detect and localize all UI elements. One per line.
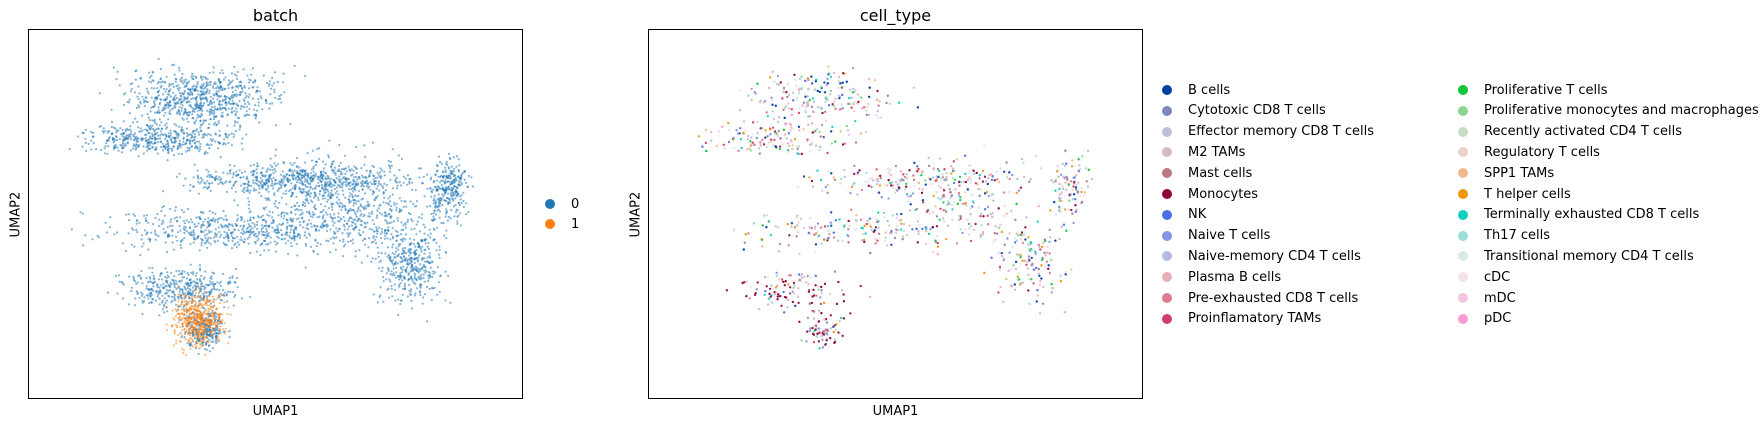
legend-label: Monocytes	[1188, 186, 1259, 202]
legend-dot	[1458, 105, 1468, 116]
legend-item: Cytotoxic CD8 T cells	[1162, 102, 1326, 120]
legend-label: B cells	[1188, 82, 1231, 98]
legend-label: Proliferative monocytes and macrophages	[1484, 103, 1759, 119]
legend-dot	[545, 199, 555, 209]
legend-item: Regulatory T cells	[1458, 143, 1600, 161]
legend-label: Proliferative T cells	[1484, 82, 1608, 98]
legend-dot	[1162, 313, 1172, 324]
legend-item: mDC	[1458, 289, 1516, 307]
legend-item: Effector memory CD8 T cells	[1162, 123, 1374, 141]
legend-label: pDC	[1484, 311, 1512, 327]
legend-item: Mast cells	[1162, 164, 1252, 182]
legend-label: Effector memory CD8 T cells	[1188, 124, 1374, 140]
legend-label: Regulatory T cells	[1484, 144, 1600, 160]
legend-item: Th17 cells	[1458, 227, 1550, 245]
legend-item: Pre-exhausted CD8 T cells	[1162, 289, 1358, 307]
legend-item: Naive T cells	[1162, 227, 1270, 245]
legend-label: Naive-memory CD4 T cells	[1188, 248, 1361, 264]
series-1-points	[165, 284, 232, 357]
batch-plot-area	[28, 29, 523, 399]
legend-label: Proinflamatory TAMs	[1188, 311, 1322, 327]
legend-dot	[1458, 313, 1468, 324]
legend-item: Proliferative monocytes and macrophages	[1458, 102, 1759, 120]
legend-label: Mast cells	[1188, 165, 1253, 181]
legend-label: mDC	[1484, 290, 1516, 306]
legend-label: T helper cells	[1484, 186, 1571, 202]
batch-scatter-svg	[68, 57, 475, 357]
legend-item: Proinflamatory TAMs	[1162, 310, 1321, 328]
legend-dot	[1162, 251, 1172, 262]
cell-type-y-axis-label: UMAP2	[628, 191, 644, 238]
legend-dot	[1458, 251, 1468, 262]
legend-label: 1	[571, 216, 580, 232]
legend-dot	[1162, 293, 1172, 303]
batch-title: batch	[252, 6, 299, 25]
legend-label: NK	[1188, 207, 1207, 223]
cell-type-scatter-svg	[697, 65, 1094, 350]
legend-dot	[1458, 189, 1468, 199]
legend-label: 0	[571, 196, 580, 212]
legend-dot	[1162, 209, 1172, 220]
legend-label: Transitional memory CD4 T cells	[1484, 248, 1694, 264]
legend-dot	[1458, 230, 1468, 241]
legend-dot	[1458, 209, 1468, 220]
legend-dot	[545, 219, 555, 229]
legend-label: SPP1 TAMs	[1484, 165, 1555, 181]
legend-dot	[1162, 147, 1172, 158]
legend-label: cDC	[1484, 269, 1511, 285]
batch-x-axis-label: UMAP1	[252, 404, 299, 419]
legend-dot	[1458, 147, 1468, 158]
legend-dot	[1458, 126, 1468, 137]
legend-dot	[1162, 126, 1172, 137]
legend-item: Naive-memory CD4 T cells	[1162, 247, 1361, 265]
legend-dot	[1458, 272, 1468, 283]
cell-type-x-axis-label: UMAP1	[872, 404, 919, 419]
legend-dot	[1162, 230, 1172, 241]
batch-panel: batch UMAP1 UMAP2 0 1	[0, 0, 600, 429]
legend-dot	[1162, 189, 1172, 199]
legend-label: Plasma B cells	[1188, 269, 1282, 285]
legend-item: Monocytes	[1162, 185, 1258, 203]
legend-item: Transitional memory CD4 T cells	[1458, 247, 1694, 265]
legend-item: pDC	[1458, 310, 1511, 328]
legend-label: Cytotoxic CD8 T cells	[1188, 103, 1326, 119]
legend-dot	[1458, 293, 1468, 303]
legend-item: M2 TAMs	[1162, 143, 1245, 161]
legend-dot	[1162, 105, 1172, 116]
legend-item: 1	[545, 215, 579, 233]
legend-item: NK	[1162, 206, 1206, 224]
legend-dot	[1162, 272, 1172, 283]
legend-item: Plasma B cells	[1162, 268, 1281, 286]
cell-type-plot-area	[648, 29, 1143, 399]
cell-type-points	[697, 65, 1094, 350]
legend-label: Recently activated CD4 T cells	[1484, 124, 1683, 140]
cell-type-title: cell_type	[859, 6, 932, 25]
legend-label: M2 TAMs	[1188, 144, 1246, 160]
legend-dot	[1162, 85, 1172, 95]
legend-dot	[1458, 168, 1468, 179]
legend-label: Naive T cells	[1188, 228, 1271, 244]
legend-item: Terminally exhausted CD8 T cells	[1458, 206, 1699, 224]
legend-item: 0	[545, 195, 579, 213]
legend-label: Pre-exhausted CD8 T cells	[1188, 290, 1359, 306]
legend-dot	[1458, 85, 1468, 95]
legend-item: cDC	[1458, 268, 1510, 286]
legend-item: B cells	[1162, 81, 1230, 99]
legend-item: T helper cells	[1458, 185, 1571, 203]
legend-label: Terminally exhausted CD8 T cells	[1484, 207, 1700, 223]
legend-item: Proliferative T cells	[1458, 81, 1607, 99]
legend-item: SPP1 TAMs	[1458, 164, 1554, 182]
legend-label: Th17 cells	[1484, 228, 1550, 244]
legend-dot	[1162, 168, 1172, 179]
legend-item: Recently activated CD4 T cells	[1458, 123, 1682, 141]
